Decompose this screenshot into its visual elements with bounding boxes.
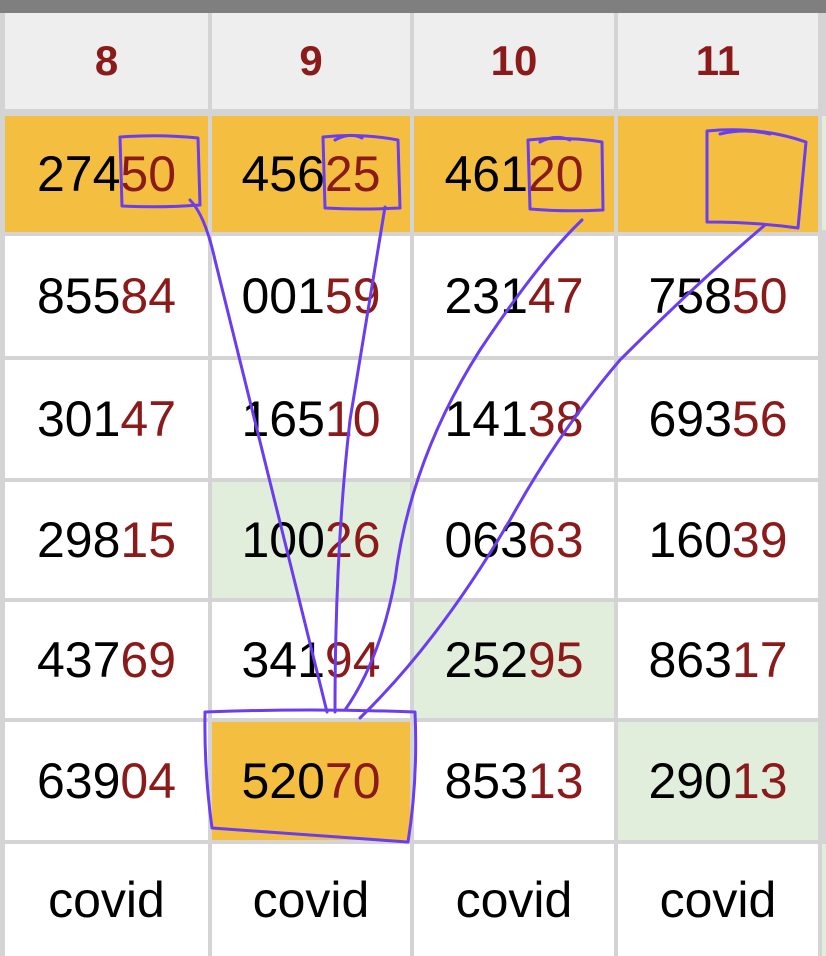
footer-label: covid (252, 872, 370, 928)
table-cell[interactable]: 063 63 (414, 482, 614, 598)
cell-last-two-digits: 25 (324, 146, 381, 202)
cell-last-two-digits: 10 (324, 391, 381, 447)
cell-prefix-digits: 063 (444, 512, 528, 568)
table-cell[interactable]: 437 69 (5, 602, 208, 718)
table-cell[interactable]: 855 84 (5, 236, 208, 356)
table-cell[interactable] (618, 116, 818, 232)
cell-prefix-digits: 853 (444, 753, 528, 809)
footer-label: covid (659, 872, 777, 928)
cell-last-two-digits: 69 (120, 632, 177, 688)
cell-last-two-digits: 17 (731, 632, 788, 688)
table-cell[interactable]: 693 56 (618, 360, 818, 478)
cell-last-two-digits: 04 (120, 753, 177, 809)
table-cell[interactable]: 298 15 (5, 482, 208, 598)
table-cell[interactable]: 001 59 (212, 236, 410, 356)
cell-prefix-digits: 160 (648, 512, 732, 568)
cell-last-two-digits: 70 (324, 753, 381, 809)
cell-last-two-digits: 50 (731, 268, 788, 324)
cell-last-two-digits: 95 (527, 632, 584, 688)
cell-last-two-digits: 26 (324, 512, 381, 568)
cell-prefix-digits: 639 (36, 753, 121, 809)
cell-last-two-digits: 15 (120, 512, 177, 568)
column-header-label: 11 (695, 37, 741, 84)
column-header[interactable]: 8 (5, 13, 208, 109)
table-cell[interactable]: 165 10 (212, 360, 410, 478)
column-header[interactable]: 10 (414, 13, 614, 109)
footer-cell[interactable]: covid (212, 844, 410, 956)
column-header-label: 8 (94, 37, 119, 84)
cell-last-two-digits: 47 (527, 268, 584, 324)
table-cell[interactable]: 100 26 (212, 482, 410, 598)
cell-last-two-digits: 59 (324, 268, 381, 324)
cell-prefix-digits: 298 (36, 512, 121, 568)
cell-last-two-digits: 94 (324, 632, 381, 688)
cell-last-two-digits: 50 (120, 146, 177, 202)
table-cell[interactable]: 141 38 (414, 360, 614, 478)
table-cell[interactable]: 301 47 (5, 360, 208, 478)
cell-last-two-digits: 84 (120, 268, 177, 324)
cell-prefix-digits: 456 (241, 146, 325, 202)
top-bar (0, 0, 826, 13)
column-header-label: 9 (299, 37, 323, 84)
cell-prefix-digits: 165 (241, 391, 325, 447)
cell-prefix-digits: 693 (648, 391, 732, 447)
cell-prefix-digits: 461 (444, 146, 528, 202)
table-cell[interactable]: 252 95 (414, 602, 614, 718)
cell-prefix-digits: 231 (444, 268, 528, 324)
footer-cell[interactable]: covid (618, 844, 818, 956)
table-cell[interactable]: 341 94 (212, 602, 410, 718)
cell-prefix-digits: 274 (36, 146, 121, 202)
table-cell[interactable]: 290 13 (618, 722, 818, 840)
table-cell[interactable]: 456 25 (212, 116, 410, 232)
table-cell[interactable]: 461 20 (414, 116, 614, 232)
cell-prefix-digits: 863 (648, 632, 732, 688)
cell-prefix-digits: 301 (36, 391, 121, 447)
cell-prefix-digits: 758 (648, 268, 732, 324)
footer-cell[interactable]: covid (414, 844, 614, 956)
table-cell[interactable]: 160 39 (618, 482, 818, 598)
cell-prefix-digits: 100 (241, 512, 325, 568)
cell-prefix-digits: 252 (444, 632, 528, 688)
cell-prefix-digits: 001 (241, 268, 325, 324)
table-cell[interactable]: 863 17 (618, 602, 818, 718)
table-cell[interactable]: 853 13 (414, 722, 614, 840)
table-cell[interactable]: 758 50 (618, 236, 818, 356)
cell-prefix-digits: 520 (241, 753, 325, 809)
cell-prefix-digits: 855 (36, 268, 121, 324)
cell-prefix-digits: 437 (36, 632, 121, 688)
cell-last-two-digits: 56 (731, 391, 788, 447)
cell-prefix-digits: 290 (648, 753, 732, 809)
cell-prefix-digits: 341 (241, 632, 325, 688)
table-cell[interactable]: 231 47 (414, 236, 614, 356)
cell-last-two-digits: 47 (120, 391, 177, 447)
table-cell[interactable]: 274 50 (5, 116, 208, 232)
next-column-edge (822, 844, 826, 956)
column-header[interactable]: 11 (618, 13, 818, 109)
cell-last-two-digits: 38 (527, 391, 584, 447)
cell-last-two-digits: 13 (731, 753, 788, 809)
cell-last-two-digits: 13 (527, 753, 584, 809)
footer-cell[interactable]: covid (5, 844, 208, 956)
cell-last-two-digits: 39 (731, 512, 788, 568)
column-header[interactable]: 9 (212, 13, 410, 109)
footer-label: covid (48, 872, 165, 928)
cell-prefix-digits: 141 (444, 391, 528, 447)
table-cell[interactable]: 639 04 (5, 722, 208, 840)
cell-last-two-digits: 63 (527, 512, 584, 568)
table-cell[interactable]: 520 70 (212, 722, 410, 840)
cell-last-two-digits: 20 (527, 146, 584, 202)
next-column-edge (822, 116, 826, 230)
footer-label: covid (455, 872, 573, 928)
column-header-label: 10 (490, 37, 538, 84)
